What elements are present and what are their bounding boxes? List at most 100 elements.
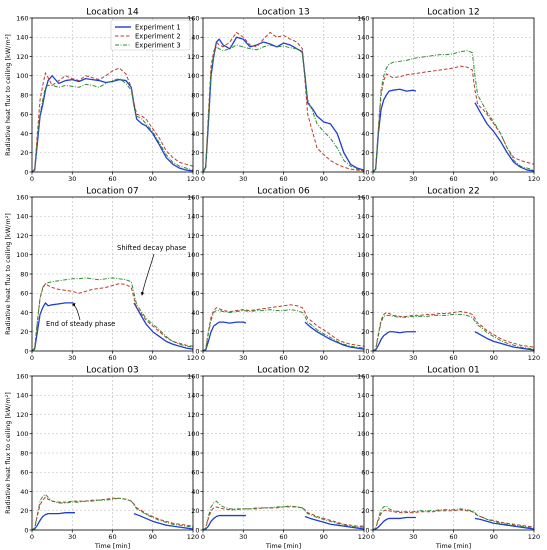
- panel-location-07: 0 30 60 90 120020406080100120140160Location …: [4, 187, 199, 363]
- panel-title: Location 22: [427, 187, 479, 197]
- y-tick-label: 140: [16, 392, 28, 400]
- series-line-experiment-1: [372, 516, 416, 531]
- series-line-experiment-3: [202, 309, 365, 352]
- y-tick-label: 140: [16, 34, 28, 42]
- y-tick-label: 80: [20, 449, 28, 457]
- y-tick-label: 60: [20, 111, 28, 119]
- x-tick-label: 60: [449, 354, 457, 362]
- panel-title: Location 12: [427, 8, 479, 18]
- y-tick-label: 60: [191, 290, 199, 298]
- y-tick-label: 0: [24, 168, 28, 176]
- series-line-experiment-1: [133, 513, 194, 530]
- panel-location-03: 0 30 60 90 120020406080100120140160Location …: [4, 366, 199, 550]
- series-line-experiment-3: [31, 78, 194, 173]
- panel-location-12: 0 30 60 90 120020406080100120140160Location …: [357, 8, 540, 184]
- y-tick-label: 20: [191, 149, 199, 157]
- x-tick-label: 60: [108, 354, 116, 362]
- y-tick-label: 20: [191, 328, 199, 336]
- y-tick-label: 160: [187, 14, 199, 22]
- x-tick-label: 60: [108, 533, 116, 541]
- y-tick-label: 120: [357, 53, 369, 61]
- y-tick-label: 80: [191, 91, 199, 99]
- y-tick-label: 20: [20, 149, 28, 157]
- y-tick-label: 60: [361, 111, 369, 119]
- panel-location-14: 0 30 60 90 120020406080100120140160Location …: [4, 8, 199, 184]
- x-tick-label: 60: [108, 175, 116, 183]
- y-tick-label: 40: [20, 309, 28, 317]
- y-axis-label: Radiative heat flux to ceiling [kW/m²]: [4, 213, 12, 335]
- series-line-experiment-3: [31, 277, 194, 352]
- x-tick-label: 30: [68, 533, 76, 541]
- series-line-experiment-3: [372, 505, 534, 531]
- series-line-experiment-1: [133, 302, 194, 350]
- series-line-experiment-2: [31, 283, 194, 352]
- panel-location-02: 0 30 60 90 120020406080100120140160Location …: [187, 366, 370, 550]
- x-tick-label: 30: [239, 175, 247, 183]
- y-tick-label: 140: [357, 392, 369, 400]
- y-tick-label: 140: [357, 213, 369, 221]
- legend-label: Experiment 1: [135, 23, 181, 31]
- y-axis-label: Radiative heat flux to ceiling [kW/m²]: [4, 392, 12, 514]
- panel-title: Location 06: [257, 187, 310, 197]
- x-tick-label: 90: [149, 533, 157, 541]
- x-tick-label: 60: [449, 175, 457, 183]
- x-tick-label: 30: [409, 175, 417, 183]
- x-tick-label: 60: [279, 533, 287, 541]
- y-tick-label: 140: [16, 213, 28, 221]
- series-line-experiment-1: [304, 515, 365, 530]
- y-tick-label: 0: [195, 168, 199, 176]
- y-tick-label: 40: [20, 488, 28, 496]
- x-tick-label: 90: [490, 533, 498, 541]
- y-tick-label: 100: [187, 430, 199, 438]
- y-tick-label: 160: [16, 14, 28, 22]
- series-line-experiment-1: [202, 321, 247, 352]
- x-tick-label: 90: [320, 533, 328, 541]
- y-tick-label: 60: [191, 111, 199, 119]
- y-tick-label: 160: [357, 14, 369, 22]
- x-axis-label: Time [min]: [94, 542, 130, 550]
- y-tick-label: 140: [187, 34, 199, 42]
- x-tick-label: 120: [358, 354, 370, 362]
- y-tick-label: 40: [361, 488, 369, 496]
- y-tick-label: 20: [20, 507, 28, 515]
- y-tick-label: 120: [357, 411, 369, 419]
- y-tick-label: 20: [191, 507, 199, 515]
- y-tick-label: 40: [191, 130, 199, 138]
- y-tick-label: 40: [361, 130, 369, 138]
- y-tick-label: 120: [16, 411, 28, 419]
- series-line-experiment-3: [372, 50, 535, 173]
- series-line-experiment-3: [372, 313, 535, 352]
- y-tick-label: 100: [357, 72, 369, 80]
- x-tick-label: 30: [239, 533, 247, 541]
- panel-title: Location 13: [257, 8, 309, 18]
- y-tick-label: 20: [361, 507, 369, 515]
- y-tick-label: 120: [187, 53, 199, 61]
- series-line-experiment-1: [372, 331, 416, 352]
- y-tick-label: 20: [361, 328, 369, 336]
- y-tick-label: 100: [16, 72, 28, 80]
- series-line-experiment-1: [31, 302, 76, 352]
- y-tick-label: 140: [187, 213, 199, 221]
- x-tick-label: 120: [187, 533, 199, 541]
- y-tick-label: 100: [357, 430, 369, 438]
- x-tick-label: 0: [371, 354, 375, 362]
- y-tick-label: 160: [16, 372, 28, 380]
- y-tick-label: 120: [16, 53, 28, 61]
- series-line-experiment-2: [202, 506, 364, 531]
- y-tick-label: 100: [16, 251, 28, 259]
- x-tick-label: 60: [449, 533, 457, 541]
- y-tick-label: 80: [20, 270, 28, 278]
- y-tick-label: 0: [195, 526, 199, 534]
- x-tick-label: 0: [201, 354, 205, 362]
- panel-title: Location 02: [257, 366, 309, 376]
- x-tick-label: 120: [528, 175, 540, 183]
- y-tick-label: 100: [16, 430, 28, 438]
- series-line-experiment-1: [474, 102, 535, 172]
- y-tick-label: 20: [20, 328, 28, 336]
- x-tick-label: 0: [30, 175, 34, 183]
- y-tick-label: 100: [187, 72, 199, 80]
- x-tick-label: 90: [490, 175, 498, 183]
- y-tick-label: 0: [195, 347, 199, 355]
- series-line-experiment-2: [31, 496, 194, 531]
- annotations: Shifted decay phase End of steady phase: [46, 244, 186, 328]
